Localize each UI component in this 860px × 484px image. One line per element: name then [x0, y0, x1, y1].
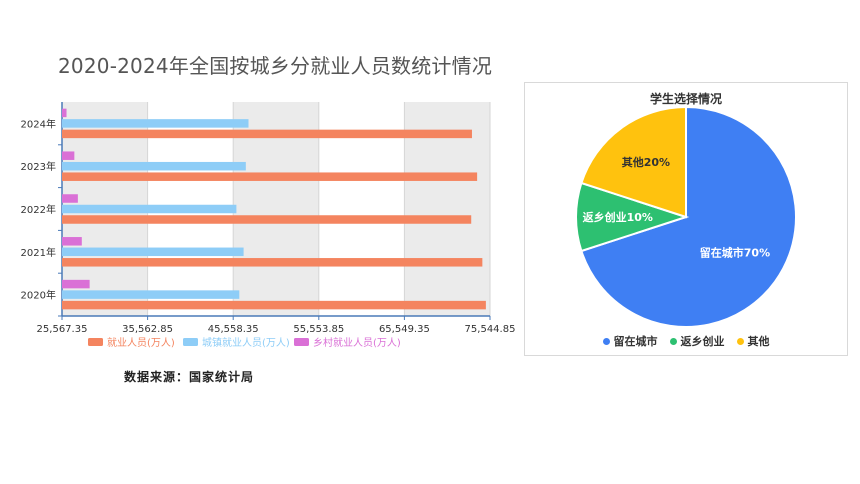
bar-urban-0 [62, 290, 240, 299]
y-tick-label: 2020年 [21, 289, 56, 302]
x-tick-label: 55,553.85 [293, 324, 344, 335]
bar-total-4 [62, 129, 472, 139]
pie-label-2: 其他20% [622, 155, 670, 169]
bar-total-0 [62, 300, 486, 310]
legend-label-2: 乡村就业人员(万人) [313, 336, 401, 349]
pie-label-1: 返乡创业10% [583, 210, 653, 224]
pie-slice-2 [580, 105, 687, 219]
bar-rural-4 [62, 108, 67, 118]
source-note: 数据来源：国家统计局 [124, 370, 255, 384]
y-tick-label: 2023年 [21, 160, 56, 173]
bar-urban-1 [62, 247, 244, 257]
bar-total-3 [62, 172, 478, 181]
legend-swatch-1 [183, 338, 198, 346]
pie-legend-item-hometown[interactable]: 返乡创业 [669, 333, 725, 349]
pie-legend-label: 其他 [747, 335, 770, 348]
bar-urban-2 [62, 204, 237, 214]
legend-label-0: 就业人员(万人) [107, 336, 175, 349]
bar-rural-2 [62, 194, 78, 203]
pie-legend-label: 留在城市 [613, 335, 658, 348]
bar-urban-4 [62, 119, 249, 128]
y-tick-label: 2022年 [21, 203, 56, 216]
pie-legend-label: 返乡创业 [680, 335, 725, 348]
pie-title: 学生选择情况 [650, 91, 722, 106]
y-tick-label: 2021年 [21, 246, 56, 259]
x-tick-label: 25,567.35 [37, 324, 88, 335]
employment-bar-chart: 25,567.35 35,562.85 45,558.35 55,553.85 65,5… [21, 102, 516, 349]
x-tick-label: 75,544.85 [465, 324, 516, 335]
pie-label-0: 留在城市70% [700, 246, 770, 260]
pie-legend-item-city[interactable]: 留在城市 [602, 333, 658, 349]
legend-dot-icon [602, 337, 610, 345]
pie-legend-item-other[interactable]: 其他 [736, 333, 770, 349]
bar-total-2 [62, 215, 472, 224]
bar-rural-3 [62, 151, 75, 160]
student-choice-panel: 学生选择情况留在城市70% 返乡创业10% 其他20% 留在城市 返乡创业 其他 [524, 82, 848, 356]
page-title: 2020-2024年全国按城乡分就业人员数统计情况 [58, 54, 493, 78]
x-tick-label: 35,562.85 [122, 324, 173, 335]
legend-dot-icon [736, 337, 744, 345]
pie-legend: 留在城市 返乡创业 其他 [525, 333, 847, 349]
legend-label-1: 城镇就业人员(万人) [202, 336, 290, 349]
legend-swatch-0 [88, 338, 103, 346]
bar-urban-3 [62, 161, 246, 171]
bar-rural-0 [62, 279, 90, 289]
legend-swatch-2 [294, 338, 309, 346]
x-tick-label: 65,549.35 [379, 324, 430, 335]
bar-total-1 [62, 258, 483, 267]
y-tick-label: 2024年 [21, 117, 56, 130]
legend-dot-icon [669, 337, 677, 345]
bar-rural-1 [62, 237, 82, 246]
x-tick-label: 45,558.35 [208, 324, 259, 335]
